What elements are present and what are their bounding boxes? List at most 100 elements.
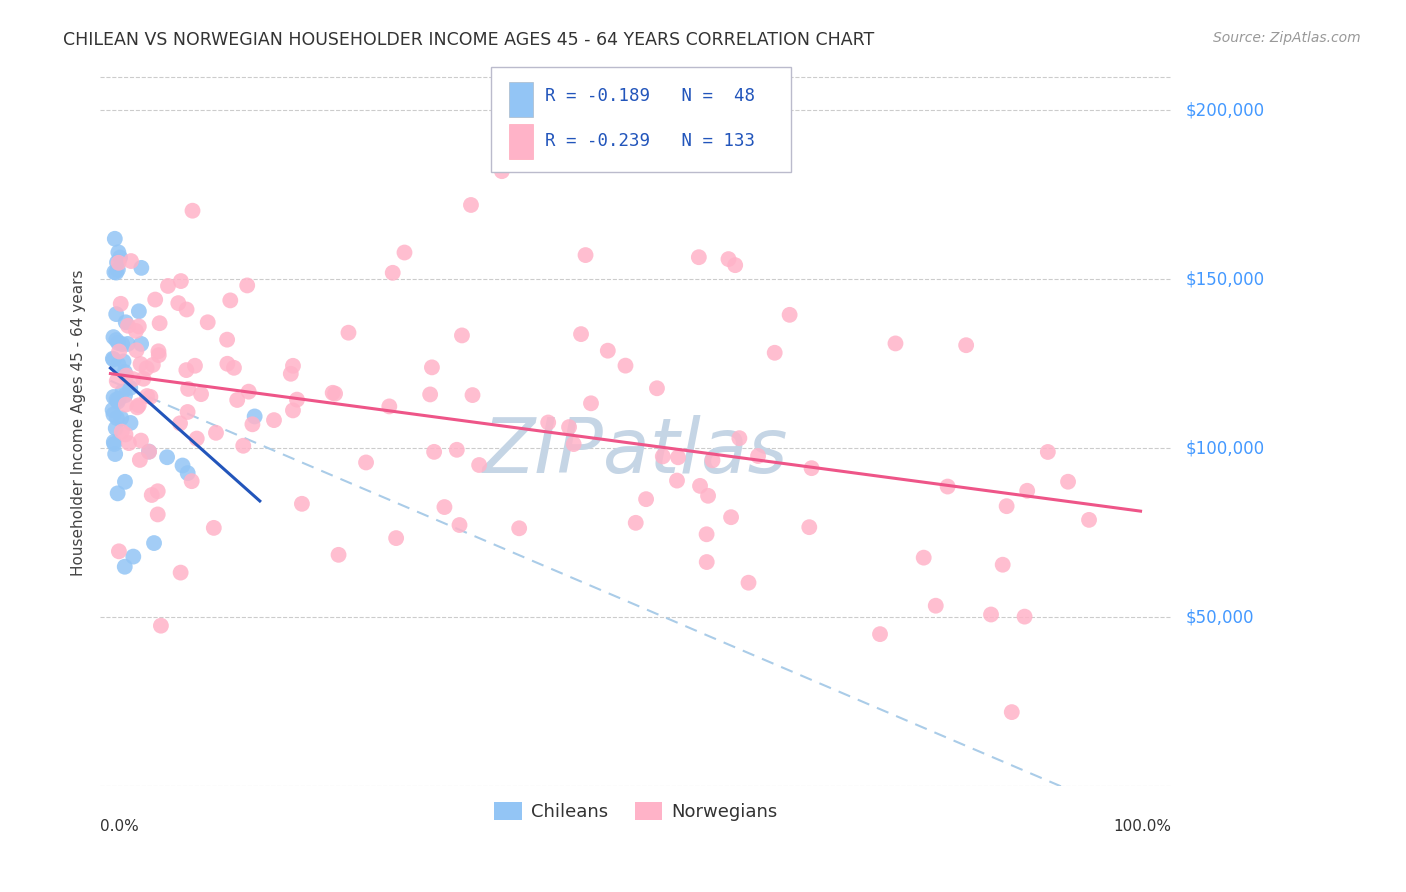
Point	[423, 445, 446, 459]
Point	[291, 497, 314, 511]
Point	[129, 434, 152, 448]
Point	[433, 500, 456, 514]
Point	[108, 251, 131, 265]
Point	[115, 368, 138, 383]
Point	[120, 416, 142, 430]
Point	[114, 427, 136, 442]
Point	[117, 337, 139, 351]
Point	[468, 458, 491, 472]
Point	[217, 333, 239, 347]
Point	[747, 449, 769, 463]
Point	[378, 400, 401, 414]
Point	[122, 372, 145, 386]
Point	[176, 363, 198, 377]
Point	[779, 308, 801, 322]
Point	[177, 382, 200, 396]
Point	[451, 328, 474, 343]
Point	[696, 555, 718, 569]
Point	[181, 203, 204, 218]
Point	[569, 327, 592, 342]
Point	[107, 394, 129, 409]
Point	[243, 409, 266, 424]
Point	[562, 437, 585, 451]
Point	[995, 499, 1018, 513]
Text: $200,000: $200,000	[1185, 102, 1264, 120]
Point	[689, 479, 711, 493]
Point	[104, 232, 127, 246]
Point	[127, 401, 149, 415]
Point	[558, 420, 581, 434]
Point	[104, 421, 127, 435]
Point	[129, 337, 152, 351]
Point	[143, 293, 166, 307]
Point	[702, 453, 724, 467]
Point	[107, 336, 129, 351]
Point	[688, 250, 710, 264]
Point	[1036, 445, 1059, 459]
Point	[136, 389, 159, 403]
Point	[197, 315, 219, 329]
Point	[129, 357, 152, 371]
Point	[217, 357, 239, 371]
Point	[596, 343, 619, 358]
Point	[139, 390, 162, 404]
Point	[114, 559, 136, 574]
Point	[111, 384, 134, 399]
Point	[148, 344, 170, 359]
Text: Source: ZipAtlas.com: Source: ZipAtlas.com	[1213, 31, 1361, 45]
Point	[323, 386, 346, 401]
FancyBboxPatch shape	[509, 82, 533, 117]
Point	[146, 508, 169, 522]
Point	[884, 336, 907, 351]
Point	[146, 484, 169, 499]
Point	[281, 403, 304, 417]
Point	[107, 256, 129, 270]
Point	[117, 318, 139, 333]
Point	[107, 245, 129, 260]
Point	[107, 358, 129, 372]
Point	[232, 439, 254, 453]
Point	[105, 307, 128, 321]
Point	[354, 455, 377, 469]
Point	[651, 450, 673, 464]
Point	[105, 333, 128, 347]
Point	[101, 351, 124, 366]
Point	[114, 315, 136, 329]
Point	[103, 437, 125, 451]
Point	[242, 417, 264, 432]
Point	[717, 252, 740, 266]
Point	[666, 474, 689, 488]
Point	[236, 278, 259, 293]
Point	[110, 411, 132, 425]
Point	[666, 450, 689, 465]
Point	[186, 432, 208, 446]
Point	[624, 516, 647, 530]
Point	[205, 425, 228, 440]
Point	[219, 293, 242, 308]
Point	[180, 474, 202, 488]
Point	[143, 536, 166, 550]
Point	[141, 488, 163, 502]
Point	[394, 245, 416, 260]
Point	[449, 518, 471, 533]
Point	[645, 381, 668, 395]
Point	[170, 274, 193, 288]
Point	[1001, 705, 1024, 719]
Point	[128, 398, 150, 412]
Point	[737, 575, 759, 590]
Legend: Chileans, Norwegians: Chileans, Norwegians	[488, 795, 785, 829]
Point	[491, 164, 513, 178]
Point	[118, 436, 141, 450]
Point	[149, 618, 172, 632]
Text: R = -0.189   N =  48: R = -0.189 N = 48	[544, 87, 755, 105]
Point	[799, 520, 821, 534]
Text: CHILEAN VS NORWEGIAN HOUSEHOLDER INCOME AGES 45 - 64 YEARS CORRELATION CHART: CHILEAN VS NORWEGIAN HOUSEHOLDER INCOME …	[63, 31, 875, 49]
Point	[114, 365, 136, 379]
Point	[936, 479, 959, 493]
Point	[226, 392, 249, 407]
Point	[169, 417, 191, 431]
Point	[322, 385, 344, 400]
Text: $100,000: $100,000	[1185, 440, 1264, 458]
FancyBboxPatch shape	[491, 67, 792, 172]
Point	[105, 374, 128, 388]
